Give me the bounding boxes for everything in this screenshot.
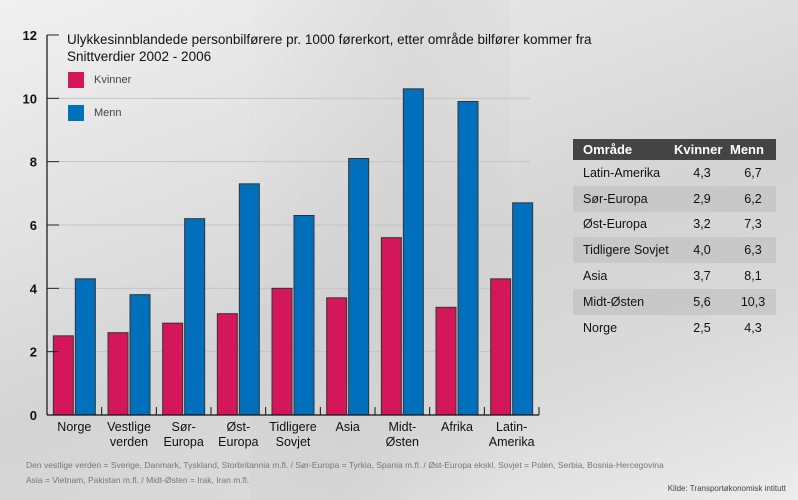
cell-kvinner: 4,0 xyxy=(674,237,730,264)
x-category-label: Europa xyxy=(164,435,204,449)
cell-menn: 10,3 xyxy=(730,288,776,315)
y-tick-label: 10 xyxy=(23,91,37,106)
x-category-label: verden xyxy=(110,435,148,449)
x-category-label: Latin- xyxy=(496,420,527,434)
bar-kvinner-2 xyxy=(162,322,184,416)
cell-kvinner: 4,3 xyxy=(693,165,711,180)
cell-omrade: Midt-Østen xyxy=(573,288,674,315)
cell-omrade: Øst-Europa xyxy=(583,217,647,232)
table-row: Øst-Europa 3,2 7,3 xyxy=(573,212,776,238)
table-header-row: Område Kvinner Menn xyxy=(573,139,776,160)
legend-item-menn: Menn xyxy=(68,105,122,121)
bar-kvinner-0 xyxy=(52,335,74,416)
bars xyxy=(52,88,534,416)
table-row: Midt-Østen 5,6 10,3 xyxy=(573,288,776,315)
legend-swatch-menn xyxy=(68,105,84,121)
header-omrade: Område xyxy=(573,139,674,160)
bar-menn-6 xyxy=(402,88,424,416)
cell-omrade: Asia xyxy=(583,269,608,284)
cell-omrade: Sør-Europa xyxy=(573,185,674,212)
cell-menn: 7,3 xyxy=(744,217,762,232)
x-category-label: Sovjet xyxy=(276,435,311,449)
footnote-line-1: Den vestlige verden = Sverige, Danmark, … xyxy=(26,460,664,470)
x-category-label: Europa xyxy=(218,435,258,449)
y-tick-label: 12 xyxy=(23,28,37,43)
y-tick-label: 4 xyxy=(30,281,38,296)
y-tick-labels: 0 2 4 6 8 10 12 xyxy=(23,28,38,423)
cell-kvinner: 3,7 xyxy=(693,269,711,284)
cell-kvinner: 3,2 xyxy=(693,217,711,232)
y-tick-label: 6 xyxy=(30,218,37,233)
bar-kvinner-8 xyxy=(490,278,512,416)
header-menn: Menn xyxy=(730,139,776,160)
cell-menn: 6,7 xyxy=(744,165,762,180)
y-tick-label: 0 xyxy=(30,408,37,423)
table-row: Norge 2,5 4,3 xyxy=(573,315,776,341)
header-kvinner: Kvinner xyxy=(674,139,730,160)
bar-menn-8 xyxy=(512,202,534,416)
legend-item-kvinner: Kvinner xyxy=(68,72,131,88)
bar-kvinner-4 xyxy=(271,287,293,416)
y-tick-label: 8 xyxy=(30,155,37,170)
table-row: Asia 3,7 8,1 xyxy=(573,263,776,289)
x-tick-labels: Norge VestligeverdenSør-EuropaØst-EuropaT… xyxy=(57,420,534,449)
chart-title: Ulykkesinnblandede personbilførere pr. 1… xyxy=(67,31,591,65)
bar-kvinner-7 xyxy=(435,306,457,416)
title-text: Ulykkesinnblandede personbilførere pr. 1… xyxy=(67,32,592,47)
cell-omrade: Norge xyxy=(583,320,618,335)
cell-kvinner: 2,9 xyxy=(674,185,730,212)
source-credit: Kilde: Transportøkonomisk intitutt xyxy=(667,484,786,493)
table-row: Tidligere Sovjet 4,0 6,3 xyxy=(573,237,776,264)
legend-label-menn: Menn xyxy=(94,107,122,119)
axes xyxy=(46,34,540,416)
x-category-label: Asia xyxy=(336,420,360,434)
cell-kvinner: 2,5 xyxy=(693,320,711,335)
x-category-label: Norge xyxy=(57,420,91,434)
x-category-label: Tidligere xyxy=(269,420,317,434)
bar-menn-1 xyxy=(129,294,151,416)
bar-menn-4 xyxy=(293,215,315,416)
x-category-label: Amerika xyxy=(489,435,535,449)
cell-menn: 6,3 xyxy=(730,237,776,264)
cell-menn: 6,2 xyxy=(730,185,776,212)
bar-kvinner-3 xyxy=(216,313,238,416)
bar-menn-5 xyxy=(348,158,370,416)
subtitle-text: Snittverdier 2002 - 2006 xyxy=(67,49,212,64)
bar-kvinner-5 xyxy=(326,297,348,416)
legend-label-kvinner: Kvinner xyxy=(94,74,132,86)
bar-menn-2 xyxy=(184,218,206,416)
x-category-label: Vestlige xyxy=(107,420,151,434)
cell-kvinner: 5,6 xyxy=(674,288,730,315)
cell-menn: 4,3 xyxy=(744,320,762,335)
cell-menn: 8,1 xyxy=(744,269,762,284)
cell-omrade: Latin-Amerika xyxy=(583,165,661,180)
table-row: Sør-Europa 2,9 6,2 xyxy=(573,185,776,212)
cell-omrade: Tidligere Sovjet xyxy=(573,237,674,264)
x-category-label: Sør- xyxy=(172,420,196,434)
x-category-label: Øst- xyxy=(227,420,251,434)
x-category-label: Østen xyxy=(386,435,419,449)
x-category-label: Midt- xyxy=(388,420,416,434)
y-tick-label: 2 xyxy=(30,345,37,360)
legend-swatch-kvinner xyxy=(68,72,84,88)
footnote-line-2: Asia = Vietnam, Pakistan m.fl. / Midt-Øs… xyxy=(26,475,250,485)
bar-kvinner-1 xyxy=(107,332,129,416)
footnote: Den vestlige verden = Sverige, Danmark, … xyxy=(26,458,664,488)
x-category-label: Afrika xyxy=(441,420,473,434)
bar-menn-3 xyxy=(238,183,260,416)
bar-menn-7 xyxy=(457,101,479,416)
data-table: Område Kvinner Menn Latin-Amerika 4,3 6,7 S… xyxy=(573,139,776,341)
bar-menn-0 xyxy=(74,278,96,416)
bar-kvinner-6 xyxy=(380,237,402,416)
table-row: Latin-Amerika 4,3 6,7 xyxy=(573,160,776,186)
